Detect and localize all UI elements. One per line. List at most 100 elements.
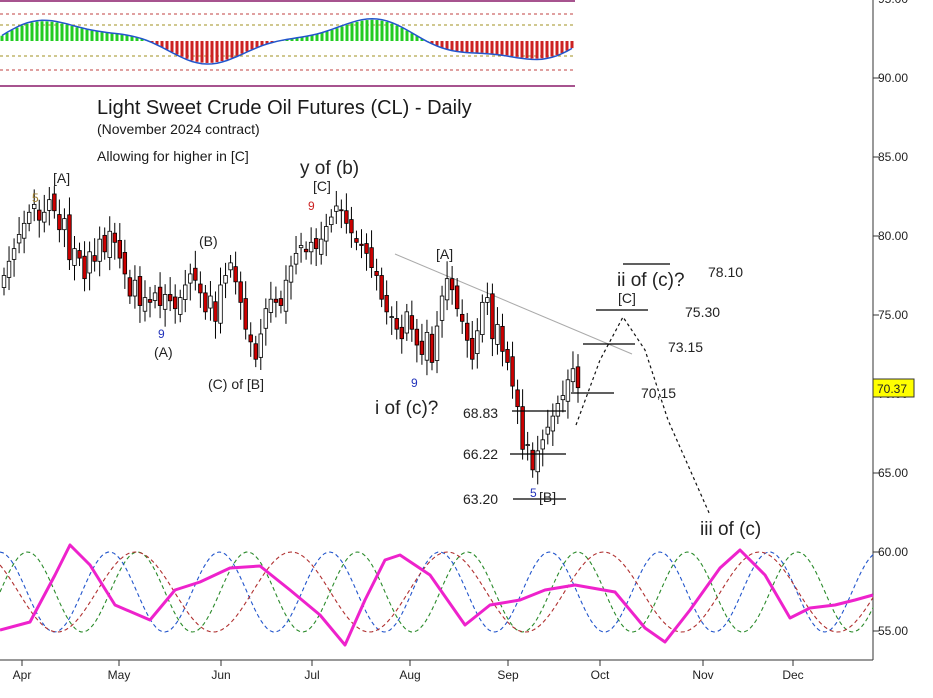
- candle-body: [183, 284, 188, 300]
- annotation-label: 9: [411, 376, 418, 390]
- candle-body: [384, 295, 389, 313]
- annotation-label: 5: [32, 191, 39, 205]
- last-price-label: 70.37: [877, 382, 907, 396]
- annotation-label: ii of (c)?: [617, 270, 685, 291]
- osc-bar: [365, 20, 369, 41]
- osc-bar: [55, 22, 59, 41]
- candle-body: [157, 286, 163, 306]
- candle-body: [107, 230, 112, 258]
- osc-bar: [110, 33, 114, 41]
- osc-bar: [380, 20, 384, 41]
- candle-body: [243, 298, 248, 330]
- annotation-label: 70,15: [641, 385, 676, 401]
- osc-bar: [470, 41, 474, 53]
- candle-body: [319, 238, 324, 255]
- candle-body: [575, 366, 581, 389]
- annotation-label: [A]: [53, 170, 70, 186]
- osc-bar: [485, 41, 489, 54]
- candle-body: [147, 299, 153, 303]
- osc-bar: [345, 24, 349, 41]
- candle-body: [570, 368, 576, 383]
- annotation-label: (A): [154, 344, 173, 360]
- candle-body: [16, 234, 22, 244]
- forecast-path: [575, 315, 711, 516]
- osc-bar: [355, 21, 359, 41]
- candle-body: [203, 292, 208, 313]
- oscillator-line: [1, 17, 573, 65]
- trendline: [394, 253, 633, 355]
- candle-body: [475, 330, 480, 354]
- osc-bar: [45, 21, 49, 41]
- osc-bar: [540, 41, 544, 59]
- osc-bar: [515, 41, 519, 57]
- candle-body: [198, 283, 203, 294]
- candle-body: [409, 315, 415, 330]
- candle-body: [465, 322, 470, 341]
- candle-body: [102, 234, 107, 253]
- osc-bar: [210, 41, 214, 63]
- annotation-label: 9: [308, 199, 315, 213]
- candle-body: [545, 426, 550, 435]
- osc-bar: [100, 32, 104, 41]
- osc-bar: [160, 41, 164, 48]
- osc-bar: [15, 27, 19, 41]
- candle-body: [52, 193, 57, 212]
- candle-body: [434, 325, 440, 361]
- osc-bar: [0, 35, 4, 41]
- chart-subtitle: (November 2024 contract): [97, 121, 260, 137]
- candle-body: [419, 340, 425, 355]
- candle-body: [253, 343, 258, 360]
- osc-bar: [545, 41, 549, 58]
- osc-bar: [360, 20, 364, 41]
- osc-bar: [180, 41, 184, 57]
- y-tick-label: 60.00: [878, 545, 908, 559]
- candle-body: [389, 316, 394, 318]
- osc-bar: [550, 41, 554, 57]
- chart-note: Allowing for higher in [C]: [97, 148, 249, 164]
- osc-bar: [190, 41, 194, 61]
- osc-bar: [400, 27, 404, 41]
- osc-bar: [240, 41, 244, 54]
- candle-body: [112, 232, 117, 243]
- candle-body: [525, 444, 530, 446]
- candle-body: [293, 252, 299, 265]
- annotation-label: 75.30: [685, 304, 720, 320]
- osc-bar: [310, 35, 314, 41]
- x-tick-label: Jun: [211, 668, 230, 682]
- osc-bar: [520, 41, 524, 58]
- osc-bar: [85, 29, 89, 41]
- osc-bar: [410, 33, 414, 41]
- osc-bar: [20, 25, 24, 41]
- candle-body: [6, 260, 12, 278]
- cycle-line: [0, 551, 874, 633]
- candle-body: [495, 324, 500, 345]
- candle-body: [273, 298, 279, 303]
- osc-bar: [535, 41, 539, 59]
- y-tick-label: 90.00: [878, 71, 908, 85]
- osc-bar: [165, 41, 169, 50]
- candle-body: [500, 325, 505, 352]
- osc-bar: [105, 32, 109, 41]
- candle-body: [117, 240, 123, 259]
- candle-body: [167, 294, 173, 302]
- osc-bar: [495, 41, 499, 54]
- candle-body: [188, 273, 193, 284]
- x-tick-label: Sep: [497, 668, 519, 682]
- candle-body: [374, 270, 379, 276]
- osc-bar: [185, 41, 189, 59]
- osc-bar: [505, 41, 509, 56]
- x-tick-label: Apr: [13, 668, 32, 682]
- osc-bar: [285, 39, 289, 41]
- candle-body: [127, 277, 133, 297]
- candle-body: [344, 210, 349, 224]
- candle-body: [87, 251, 92, 274]
- osc-bar: [330, 29, 334, 41]
- candle-body: [137, 276, 143, 306]
- candle-body: [258, 333, 263, 358]
- osc-bar: [230, 41, 234, 58]
- candle-body: [288, 265, 294, 283]
- osc-bar: [250, 41, 254, 50]
- osc-bar: [235, 41, 239, 56]
- osc-bar: [405, 30, 409, 41]
- candle-body: [560, 395, 566, 401]
